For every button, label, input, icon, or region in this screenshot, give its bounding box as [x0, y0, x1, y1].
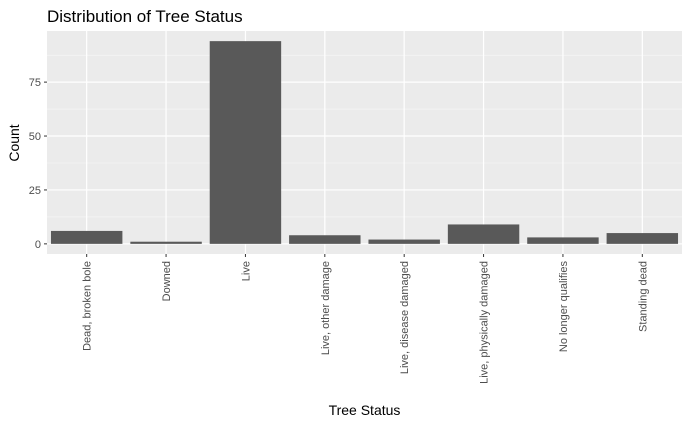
bar — [50, 230, 123, 244]
x-tick-label: No longer qualifies — [558, 261, 570, 353]
bar — [606, 233, 679, 244]
x-tick-label: Standing dead — [637, 261, 649, 332]
bar — [209, 41, 282, 244]
x-tick-label: Live, other damage — [320, 261, 332, 355]
y-tick-label: 75 — [29, 77, 41, 89]
x-tick-label: Downed — [161, 261, 173, 301]
y-tick-label: 50 — [29, 131, 41, 143]
x-tick-label: Live — [240, 261, 252, 281]
bar — [289, 235, 361, 244]
x-axis: Dead, broken bole Downed Live Live, other d… — [82, 254, 649, 384]
x-tick-label: Live, disease damaged — [399, 261, 411, 374]
y-tick-label: 25 — [29, 185, 41, 197]
x-tick-label: Live, physically damaged — [479, 261, 491, 384]
y-axis: 0 25 50 75 — [29, 77, 47, 251]
y-tick-label: 0 — [35, 239, 41, 251]
chart-title: Distribution of Tree Status — [47, 7, 243, 26]
bar — [447, 224, 520, 244]
bar — [527, 237, 599, 244]
bar — [130, 241, 202, 244]
bar — [368, 239, 440, 244]
x-tick-label: Dead, broken bole — [82, 261, 94, 351]
x-axis-title: Tree Status — [329, 402, 401, 418]
plot-panel — [47, 31, 682, 254]
bars — [50, 41, 679, 244]
y-axis-title: Count — [6, 124, 22, 161]
